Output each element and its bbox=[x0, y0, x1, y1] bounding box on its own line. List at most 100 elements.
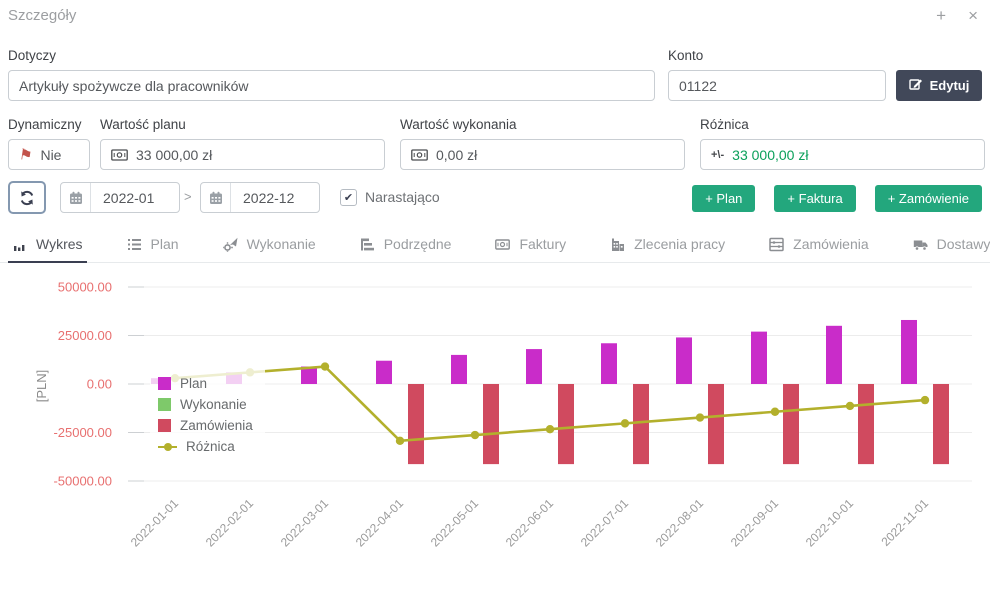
legend-item-plan: Plan bbox=[158, 373, 253, 394]
banknote-icon bbox=[111, 148, 128, 161]
wartosc-wykonania-value: 0,00 zł bbox=[436, 146, 478, 163]
tab-label: Zlecenia pracy bbox=[634, 236, 726, 252]
add-plan-button[interactable]: + Plan bbox=[692, 185, 756, 212]
dynamiczny-field[interactable]: ⚑ Nie bbox=[8, 139, 90, 170]
y-axis-title: [PLN] bbox=[34, 370, 49, 403]
bar-plan-2022-03-01 bbox=[301, 366, 317, 384]
x-tick-label: 2022-11-01 bbox=[878, 496, 931, 549]
narastajaco-checkbox-label: Narastająco bbox=[365, 189, 440, 205]
chart-legend: Plan Wykonanie Zamówienia Różnica bbox=[150, 368, 265, 463]
legend-label: Wykonanie bbox=[180, 397, 247, 412]
bar-zamówienia-2022-08-01 bbox=[708, 384, 724, 465]
tab-plan[interactable]: Plan bbox=[123, 236, 183, 262]
tab-label: Plan bbox=[150, 236, 179, 252]
legend-item-wykonanie: Wykonanie bbox=[158, 394, 253, 415]
date-to-field[interactable]: 2022-12 bbox=[200, 182, 320, 213]
chart-area: 50000.00 25000.00 0.00 -25000.00 -50000.00 [P… bbox=[0, 268, 990, 591]
narastajaco-checkbox[interactable]: ✔ bbox=[340, 189, 357, 206]
close-icon[interactable]: × bbox=[968, 6, 978, 25]
dynamiczny-label: Dynamiczny bbox=[8, 117, 82, 132]
y-tick-label: -50000.00 bbox=[53, 474, 112, 489]
tab-zamówienia[interactable]: Zamówienia bbox=[765, 236, 872, 262]
chart-canvas: 50000.00 25000.00 0.00 -25000.00 -50000.00 [P… bbox=[34, 280, 972, 550]
bar-plan-2022-06-01 bbox=[526, 349, 542, 384]
edit-button[interactable]: Edytuj bbox=[896, 70, 982, 101]
bar-plan-2022-04-01 bbox=[376, 360, 392, 384]
x-tick-label: 2022-07-01 bbox=[578, 496, 632, 550]
x-tick-label: 2022-01-01 bbox=[128, 496, 182, 550]
bar-plan-2022-05-01 bbox=[451, 354, 467, 384]
bar-zamówienia-2022-11-01 bbox=[933, 384, 949, 465]
tab-label: Wykres bbox=[36, 236, 83, 252]
bar-zamówienia-2022-04-01 bbox=[408, 384, 424, 465]
marker-różnica-2022-03-01 bbox=[320, 362, 330, 371]
bar-plan-2022-11-01 bbox=[901, 319, 917, 384]
konto-field[interactable]: 01122 bbox=[668, 70, 886, 101]
calendar-icon bbox=[61, 183, 91, 212]
legend-label: Różnica bbox=[186, 439, 235, 454]
pencil-icon bbox=[908, 77, 923, 94]
tab-label: Zamówienia bbox=[793, 236, 869, 252]
date-from-field[interactable]: 2022-01 bbox=[60, 182, 180, 213]
banknote-icon bbox=[495, 237, 511, 252]
bar-plan-2022-08-01 bbox=[676, 337, 692, 384]
tab-wykres[interactable]: Wykres bbox=[8, 236, 87, 263]
check-icon: ✔ bbox=[343, 192, 354, 204]
roznica-value: 33 000,00 zł bbox=[732, 146, 809, 163]
flag-icon: ⚑ bbox=[17, 145, 34, 165]
x-tick-label: 2022-06-01 bbox=[503, 496, 557, 550]
legend-color-swatch bbox=[158, 419, 171, 432]
action-buttons: + Plan + Faktura + Zamówienie bbox=[692, 185, 982, 212]
x-tick-label: 2022-10-01 bbox=[803, 496, 857, 550]
tab-wykonanie[interactable]: Wykonanie bbox=[219, 236, 320, 262]
date-to-value: 2022-12 bbox=[243, 189, 295, 206]
roznica-field[interactable]: +\- 33 000,00 zł bbox=[700, 139, 985, 170]
legend-item-różnica: Różnica bbox=[158, 436, 253, 457]
tab-podrzędne[interactable]: Podrzędne bbox=[356, 236, 456, 262]
expand-icon[interactable]: + bbox=[936, 6, 946, 25]
tab-label: Podrzędne bbox=[383, 236, 452, 252]
wartosc-wykonania-field[interactable]: 0,00 zł bbox=[400, 139, 685, 170]
konto-value: 01122 bbox=[679, 77, 717, 94]
roznica-label: Różnica bbox=[700, 117, 749, 132]
refresh-button[interactable] bbox=[8, 181, 46, 214]
list-icon bbox=[127, 237, 142, 252]
abacus-icon bbox=[769, 237, 784, 252]
dotyczy-label: Dotyczy bbox=[8, 48, 57, 63]
tab-faktury[interactable]: Faktury bbox=[491, 236, 570, 262]
wartosc-planu-field[interactable]: 33 000,00 zł bbox=[100, 139, 385, 170]
hierarchy-icon bbox=[360, 237, 375, 252]
add-faktura-button[interactable]: + Faktura bbox=[774, 185, 856, 212]
y-tick-label: 25000.00 bbox=[58, 328, 112, 343]
tab-dostawy[interactable]: Dostawy bbox=[909, 236, 990, 262]
chart-icon bbox=[12, 237, 27, 252]
y-tick-label: -25000.00 bbox=[53, 425, 112, 440]
x-tick-label: 2022-03-01 bbox=[278, 496, 332, 550]
bar-plan-2022-10-01 bbox=[826, 325, 842, 384]
dynamiczny-value: Nie bbox=[40, 146, 62, 163]
legend-item-zamówienia: Zamówienia bbox=[158, 415, 253, 436]
marker-różnica-2022-04-01 bbox=[395, 436, 405, 446]
gear-arrow-icon bbox=[222, 237, 238, 252]
tab-bar: Wykres Plan Wykonanie Podrzędne Faktury Zlece… bbox=[0, 230, 990, 263]
bar-plan-2022-09-01 bbox=[751, 331, 767, 384]
bar-zamówienia-2022-06-01 bbox=[558, 384, 574, 465]
tab-zlecenia-pracy[interactable]: Zlecenia pracy bbox=[606, 236, 729, 262]
plus-minus-icon: +\- bbox=[711, 148, 725, 161]
marker-różnica-2022-11-01 bbox=[920, 395, 930, 405]
marker-różnica-2022-06-01 bbox=[545, 425, 555, 434]
legend-color-swatch bbox=[158, 377, 171, 390]
marker-różnica-2022-10-01 bbox=[845, 401, 855, 411]
add-zamowienie-button[interactable]: + Zamówienie bbox=[874, 185, 982, 212]
x-tick-label: 2022-04-01 bbox=[353, 496, 407, 550]
page-title: Szczegóły bbox=[8, 7, 77, 24]
marker-różnica-2022-09-01 bbox=[770, 407, 780, 416]
truck-icon bbox=[913, 237, 928, 252]
bar-zamówienia-2022-10-01 bbox=[858, 384, 874, 465]
marker-różnica-2022-05-01 bbox=[470, 430, 480, 440]
refresh-icon bbox=[18, 189, 36, 207]
dotyczy-field[interactable]: Artykuły spożywcze dla pracowników bbox=[8, 70, 655, 101]
y-tick-label: 0.00 bbox=[87, 377, 112, 392]
tab-label: Wykonanie bbox=[246, 236, 316, 252]
